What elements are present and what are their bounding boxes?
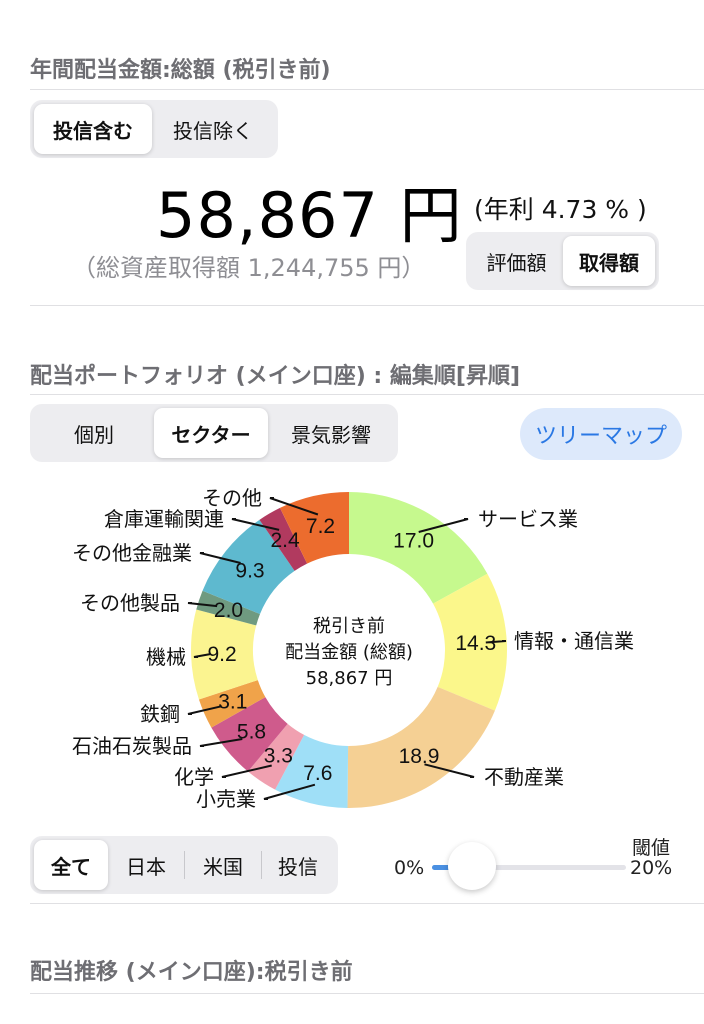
slice-sector-label: サービス業 [478, 507, 578, 531]
slice-sector-label: 鉄鋼 [140, 702, 180, 726]
tab-japan[interactable]: 日本 [126, 854, 166, 879]
leader-line [485, 640, 507, 644]
slice-sector-label: 石油石炭製品 [72, 734, 192, 758]
annual-yield: (年利 4.73 % ) [474, 195, 647, 224]
annual-dividend-amount: 58,867 円 [156, 179, 463, 252]
slice-sector-label: 倉庫運輸関連 [104, 507, 224, 531]
leader-line [418, 518, 469, 533]
separator [184, 851, 185, 879]
slice-sector-label: その他製品 [80, 591, 180, 615]
donut-center-line-3: 58,867 円 [306, 668, 393, 689]
annual-dividend-title: 年間配当金額:総額 (税引き前) [30, 58, 331, 83]
threshold-title: 閾値 [632, 837, 671, 859]
slice-value-label: 2.4 [270, 529, 300, 552]
donut-slice[interactable] [198, 680, 266, 728]
slice-sector-label: 不動産業 [484, 765, 564, 789]
slice-value-label: 17.0 [393, 530, 434, 553]
donut-slice[interactable] [259, 507, 308, 571]
donut-slice[interactable] [191, 609, 258, 700]
total-acquisition-amount: （総資産取得額 1,244,755 円） [72, 254, 426, 282]
divider [30, 993, 704, 994]
donut-slice[interactable] [211, 697, 288, 772]
donut-slice[interactable] [196, 590, 261, 626]
separator [261, 851, 262, 879]
leader-line [231, 518, 280, 531]
leader-line [193, 653, 211, 658]
slice-sector-label: その他 [202, 486, 262, 510]
donut-slice[interactable] [433, 573, 507, 711]
leader-line [187, 705, 223, 715]
tab-sector[interactable]: セクター [154, 408, 268, 458]
divider [30, 903, 704, 904]
leader-line [221, 764, 272, 778]
leader-line [199, 552, 241, 564]
leader-line [269, 497, 319, 516]
slice-value-label: 3.1 [218, 690, 247, 713]
view-tabs: 個別 セクター 景気影響 [30, 404, 398, 462]
donut-slice[interactable] [349, 492, 488, 604]
treemap-button[interactable]: ツリーマップ [520, 408, 682, 460]
donut-center-line-1: 税引き前 [313, 616, 385, 637]
donut-slice[interactable] [202, 519, 295, 614]
slice-value-label: 7.6 [303, 762, 332, 785]
portfolio-title: 配当ポートフォリオ (メイン口座) : 編集順[昇順] [30, 364, 520, 389]
tab-business-cycle[interactable]: 景気影響 [291, 422, 371, 447]
donut-slice[interactable] [347, 686, 495, 808]
threshold-min-label: 0% [394, 857, 425, 879]
divider [30, 394, 704, 395]
slice-sector-label: 機械 [146, 645, 186, 669]
leader-line [424, 763, 475, 778]
slice-value-label: 18.9 [399, 745, 440, 768]
dividend-history-title: 配当推移 (メイン口座):税引き前 [30, 960, 353, 985]
tab-funds[interactable]: 投信 [278, 854, 318, 879]
threshold-slider-fill [432, 865, 462, 870]
slice-value-label: 7.2 [306, 515, 335, 538]
basis-toggle: 評価額 取得額 [466, 232, 659, 290]
donut-slice[interactable] [247, 723, 305, 790]
slice-sector-label: 情報・通信業 [514, 629, 634, 653]
slice-sector-label: その他金融業 [72, 541, 192, 565]
market-value-tab[interactable]: 評価額 [486, 250, 547, 275]
slice-value-label: 5.8 [237, 720, 266, 743]
slice-value-label: 2.0 [214, 599, 243, 622]
slice-value-label: 9.3 [235, 560, 264, 583]
threshold-slider-track[interactable] [432, 865, 626, 870]
include-funds-tab[interactable]: 投信含む [34, 104, 152, 154]
fund-toggle: 投信含む 投信除く [30, 100, 278, 158]
slice-sector-label: 小売業 [196, 787, 256, 811]
tab-us[interactable]: 米国 [203, 854, 243, 879]
threshold-slider-knob[interactable] [448, 842, 496, 890]
threshold-max-label: 20% [630, 857, 673, 879]
donut-slice[interactable] [279, 492, 349, 564]
sector-donut-chart: 17.014.318.97.63.35.83.19.22.09.32.47.2 … [72, 486, 634, 811]
exclude-funds-tab[interactable]: 投信除く [173, 118, 253, 143]
leader-line [187, 602, 218, 608]
tab-all[interactable]: 全て [34, 840, 108, 890]
slice-sector-label: 化学 [174, 765, 214, 789]
acquisition-value-tab[interactable]: 取得額 [563, 236, 655, 286]
tab-individual[interactable]: 個別 [74, 422, 114, 447]
leader-line [263, 783, 316, 800]
slice-value-label: 9.2 [207, 643, 236, 666]
divider [30, 305, 704, 306]
market-tabs: 全て 日本 米国 投信 [30, 836, 338, 894]
divider [30, 89, 704, 90]
slice-value-label: 14.3 [455, 632, 496, 655]
donut-center-line-2: 配当金額 (総額) [285, 642, 413, 663]
slice-value-label: 3.3 [264, 745, 293, 768]
leader-line [199, 738, 243, 747]
